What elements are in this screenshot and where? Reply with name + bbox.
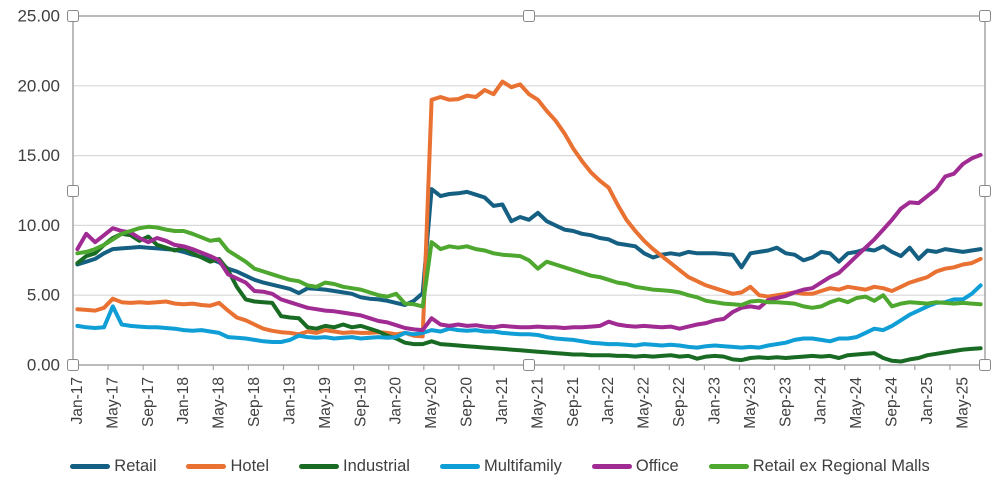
x-axis-label[interactable]: Sep-23 <box>777 377 794 427</box>
selection-handle-top-right[interactable] <box>979 10 991 22</box>
plot-area-border[interactable] <box>72 15 986 366</box>
y-axis-label[interactable]: 15.00 <box>17 146 60 165</box>
legend-item-hotel[interactable]: Hotel <box>186 457 269 476</box>
legend-swatch-office <box>591 464 632 469</box>
legend-label: Hotel <box>230 457 270 475</box>
legend-swatch-multifamily <box>439 464 480 469</box>
series-line-retail-ex-regional-malls[interactable] <box>75 224 983 310</box>
x-axis[interactable]: Jan-17 May-17 Sep-17 Jan-18 May-18 Sep-18 Jan-… <box>69 377 972 429</box>
selection-handle-top-center[interactable] <box>523 10 535 22</box>
x-axis-label[interactable]: May-19 <box>317 377 334 429</box>
x-axis-label[interactable]: Jan-22 <box>600 377 617 424</box>
y-axis-label[interactable]: 10.00 <box>17 216 60 235</box>
x-axis-label[interactable]: Sep-17 <box>140 377 157 427</box>
selection-handle-top-left[interactable] <box>67 10 79 22</box>
x-axis-label[interactable]: Sep-18 <box>246 377 263 427</box>
legend-item-office[interactable]: Office <box>591 457 679 476</box>
legend-item-retail[interactable]: Retail <box>70 457 156 476</box>
x-axis-label[interactable]: Jan-23 <box>706 377 723 424</box>
y-axis-label[interactable]: 0.00 <box>27 356 60 375</box>
legend-swatch-retail <box>70 464 111 469</box>
legend-label: Multifamily <box>483 457 562 475</box>
x-axis-label[interactable]: Jan-18 <box>175 377 192 424</box>
series-line-industrial[interactable] <box>75 231 983 364</box>
legend-label: Industrial <box>343 457 410 475</box>
legend-label: Office <box>635 457 679 475</box>
legend-item-industrial[interactable]: Industrial <box>299 457 410 476</box>
x-axis-label[interactable]: Sep-20 <box>459 377 476 427</box>
legend-item-multifamily[interactable]: Multifamily <box>439 457 562 476</box>
x-axis-label[interactable]: May-22 <box>636 377 653 429</box>
selection-handle-bottom-right[interactable] <box>979 359 991 371</box>
x-axis-label[interactable]: Jan-19 <box>281 377 298 424</box>
x-axis-label[interactable]: May-18 <box>211 377 228 429</box>
series-line-multifamily[interactable] <box>75 283 983 350</box>
x-axis-label[interactable]: Sep-22 <box>671 377 688 427</box>
legend-label: Retail <box>114 457 157 475</box>
x-axis-label[interactable]: May-24 <box>848 377 865 429</box>
y-axis[interactable]: 0.00 5.00 10.00 15.00 20.00 25.00 <box>17 7 60 375</box>
legend-swatch-industrial <box>299 464 340 469</box>
x-axis-label[interactable]: Jan-24 <box>813 377 830 425</box>
x-axis-label[interactable]: Jan-17 <box>69 377 86 424</box>
x-axis-label[interactable]: May-25 <box>954 377 971 429</box>
chart-legend: Retail Hotel Industrial Multifamily Office Re… <box>0 457 1000 476</box>
x-axis-label[interactable]: May-21 <box>529 377 546 429</box>
series-line-office[interactable] <box>75 152 983 333</box>
y-axis-label[interactable]: 20.00 <box>17 76 60 95</box>
legend-item-retail-ex-regional-malls[interactable]: Retail ex Regional Malls <box>708 457 930 476</box>
x-axis-label[interactable]: May-20 <box>423 377 440 429</box>
x-axis-label[interactable]: May-23 <box>742 377 759 429</box>
x-axis-label[interactable]: Sep-24 <box>884 377 901 427</box>
selection-handle-bottom-left[interactable] <box>67 359 79 371</box>
selection-handle-middle-left[interactable] <box>67 184 79 197</box>
x-axis-label[interactable]: Jan-20 <box>388 377 405 425</box>
series-line-hotel[interactable] <box>75 79 983 339</box>
x-axis-label[interactable]: Jan-25 <box>919 377 936 424</box>
legend-swatch-hotel <box>186 464 227 469</box>
x-axis-label[interactable]: Sep-21 <box>565 377 582 427</box>
x-axis-label[interactable]: May-17 <box>104 377 121 429</box>
x-axis-label[interactable]: Sep-19 <box>352 377 369 427</box>
selection-handle-bottom-center[interactable] <box>523 359 535 371</box>
selection-handle-middle-right[interactable] <box>979 184 991 197</box>
y-axis-label[interactable]: 5.00 <box>27 286 60 305</box>
legend-label: Retail ex Regional Malls <box>752 457 930 475</box>
legend-swatch-retail-ex-regional-malls <box>708 464 749 469</box>
y-axis-label[interactable]: 25.00 <box>17 7 60 26</box>
x-axis-label[interactable]: Jan-21 <box>494 377 511 424</box>
